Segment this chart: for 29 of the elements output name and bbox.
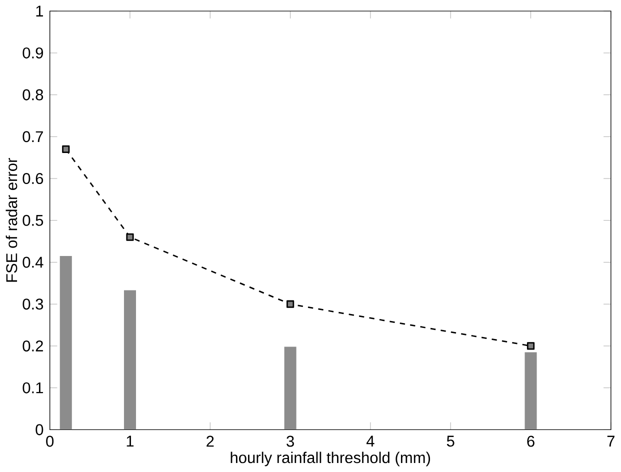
point bbox=[126, 233, 134, 241]
x-tick-label: 7 bbox=[607, 436, 614, 446]
y-tick-label: 0.5 bbox=[22, 214, 44, 226]
x-tick-label: 3 bbox=[286, 436, 294, 447]
y-tick-label: 0.9 bbox=[22, 47, 43, 58]
point bbox=[62, 145, 70, 154]
y-tick-label: 0.2 bbox=[22, 340, 43, 352]
y-tick-label: 0.1 bbox=[22, 382, 43, 394]
bar bbox=[124, 290, 136, 430]
y-tick-label: 1 bbox=[36, 6, 43, 16]
y-tick-label: 0 bbox=[36, 424, 44, 436]
bar bbox=[284, 346, 296, 430]
x-axis-title: hourly rainfall threshold (mm) bbox=[230, 452, 430, 466]
point bbox=[526, 342, 535, 350]
y-tick-label: 0.6 bbox=[22, 173, 44, 184]
y-tick-label: 0.4 bbox=[22, 256, 44, 268]
x-tick-label: 4 bbox=[366, 436, 374, 446]
x-tick-label: 0 bbox=[46, 436, 54, 447]
x-tick-label: 2 bbox=[206, 436, 214, 447]
bar bbox=[524, 352, 537, 430]
x-tick-label: 5 bbox=[446, 436, 454, 447]
x-tick-label: 6 bbox=[527, 436, 534, 447]
y-tick-label: 0.8 bbox=[22, 89, 44, 100]
point bbox=[286, 300, 294, 308]
bar bbox=[60, 256, 72, 430]
x-tick-label: 1 bbox=[126, 436, 134, 446]
y-axis-title: FSE of radar error bbox=[6, 158, 18, 282]
y-tick-label: 0.7 bbox=[22, 131, 43, 142]
y-tick-label: 0.3 bbox=[22, 298, 44, 310]
